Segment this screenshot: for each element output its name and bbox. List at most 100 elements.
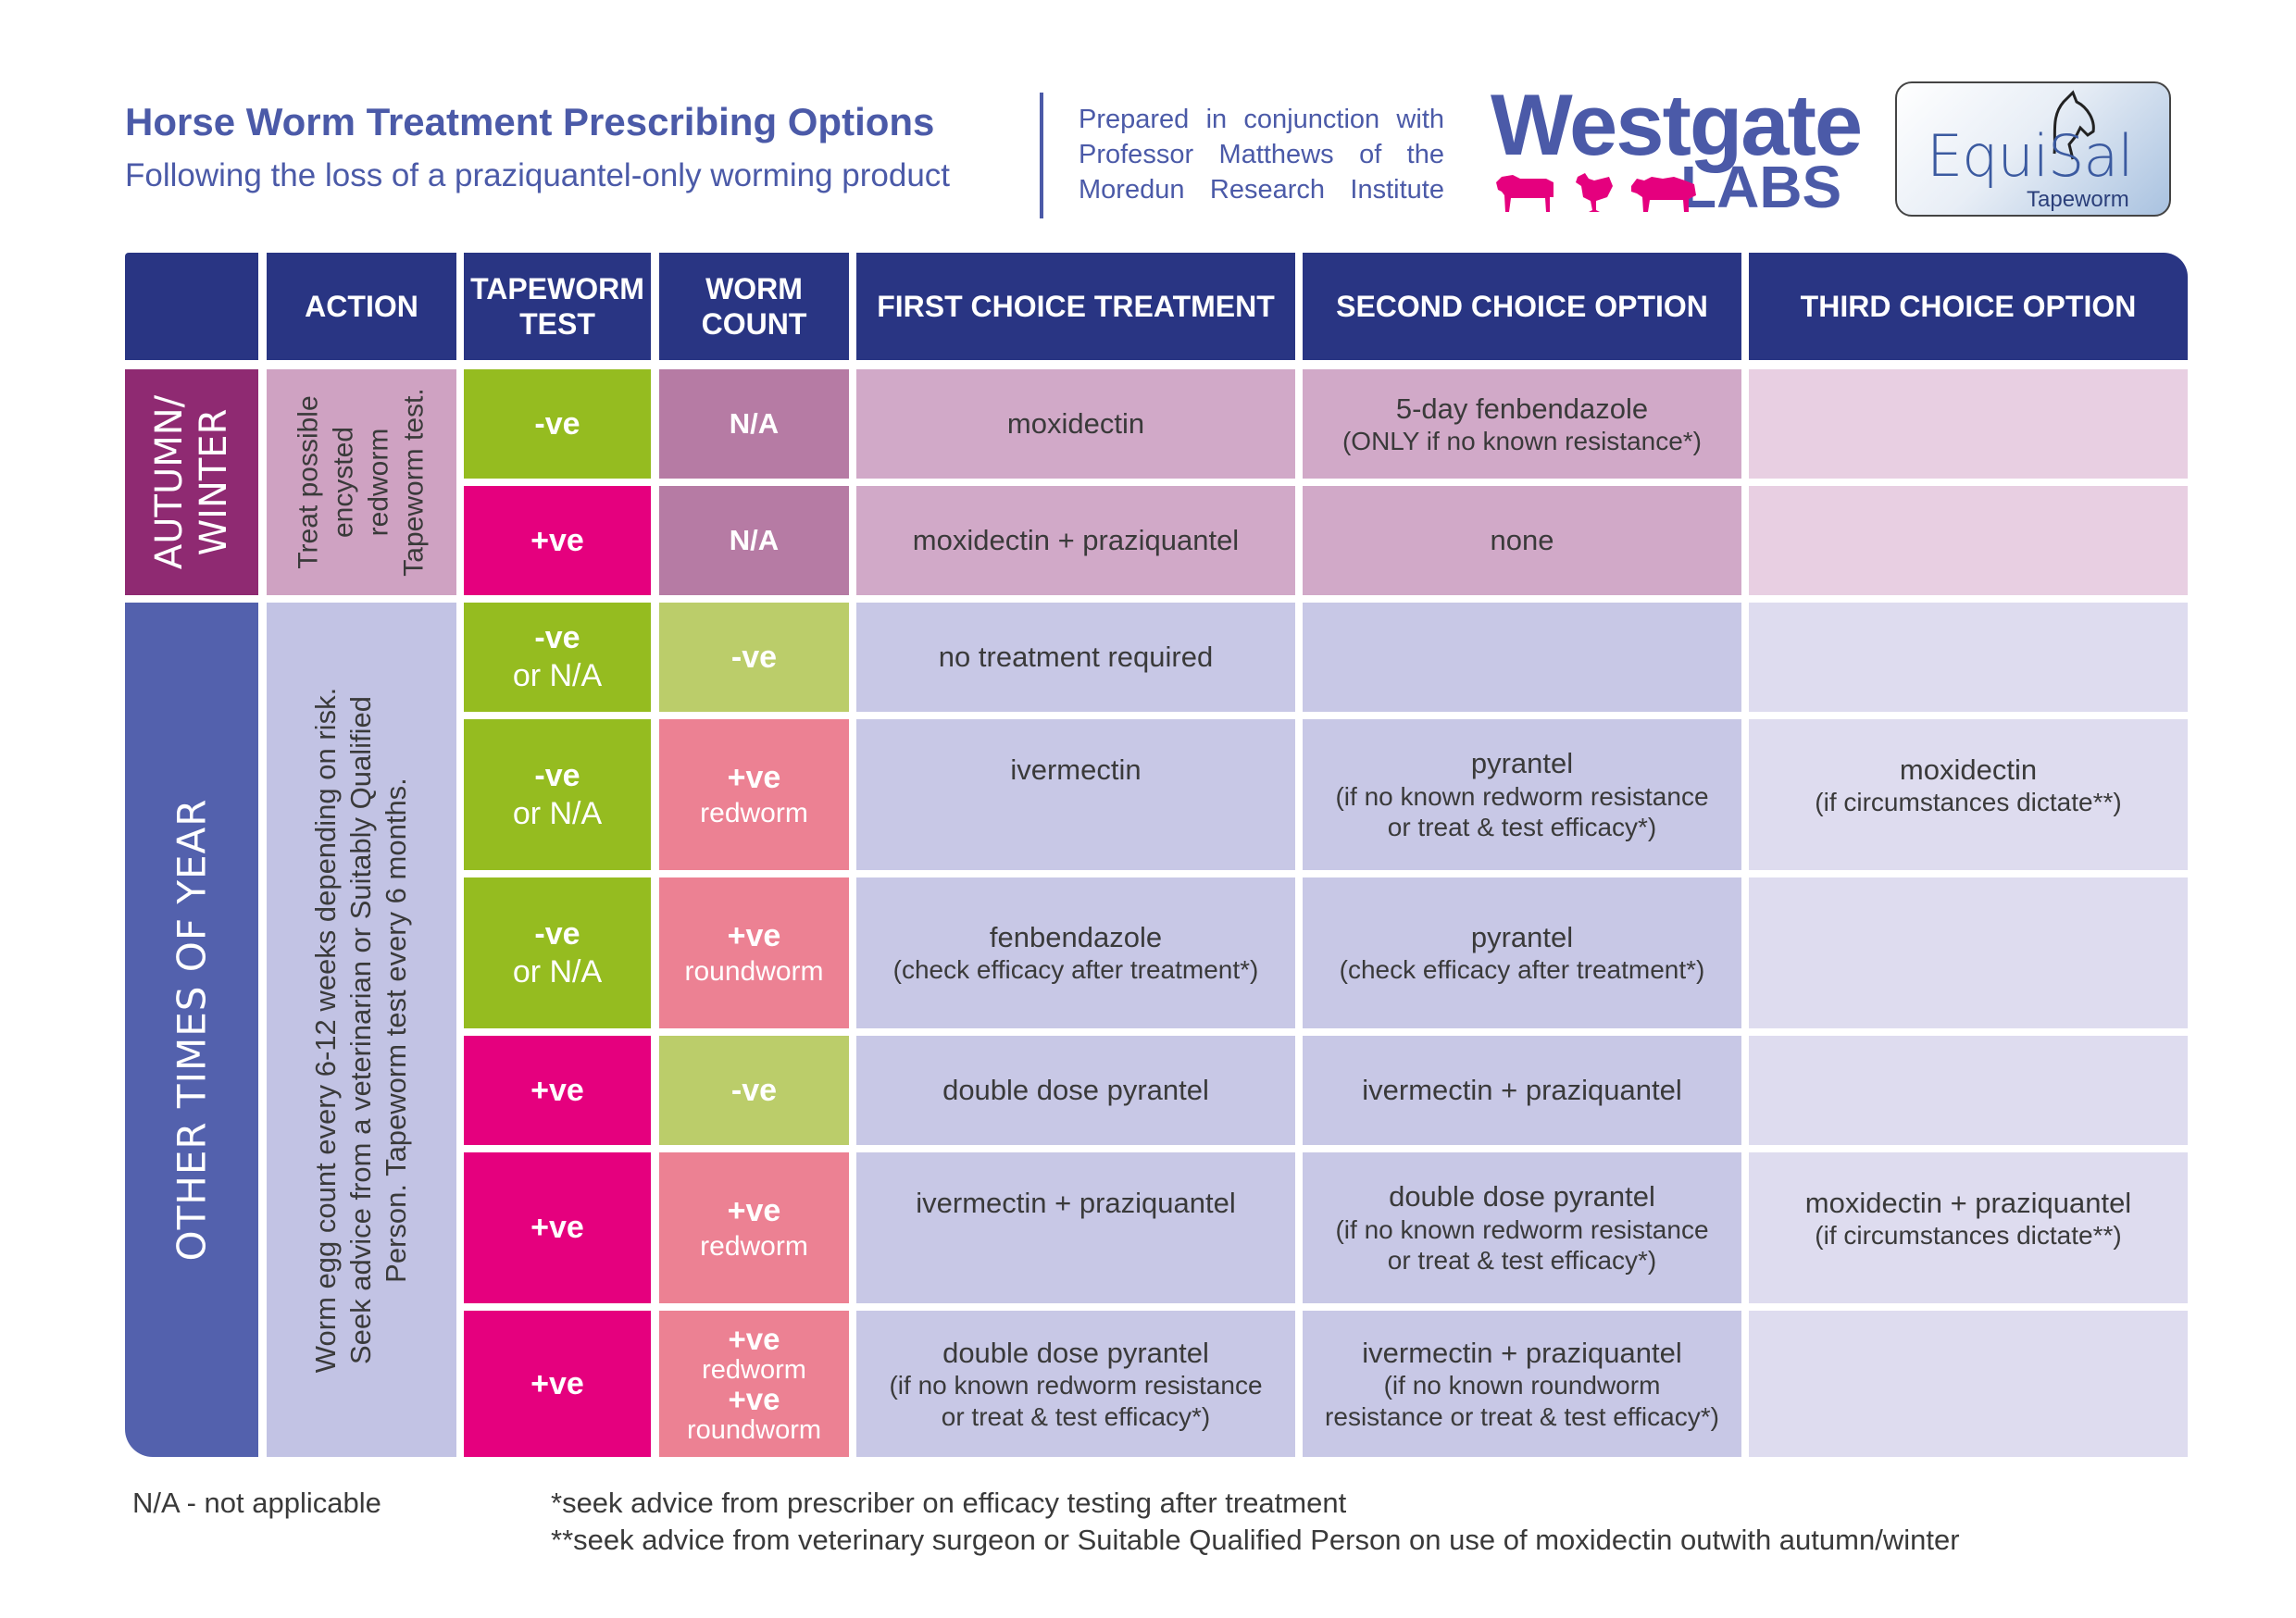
third-choice-cell <box>1749 486 2188 595</box>
page-subtitle: Following the loss of a praziquantel-onl… <box>125 157 951 193</box>
treatment-note-1: (if no known redworm resistance <box>1335 781 1709 811</box>
tapeworm-test-cell: +ve <box>464 1311 651 1457</box>
worm-count-cell: +ve redworm <box>659 719 849 870</box>
second-choice-cell: double dose pyrantel (if no known redwor… <box>1303 1152 1741 1303</box>
season-autumn-line1: AUTUMN/ <box>148 394 192 570</box>
third-choice-cell: moxidectin (if circumstances dictate**) <box>1749 719 2188 870</box>
treatment-name: double dose pyrantel <box>1389 1180 1655 1214</box>
treatment-note-1: (if no known redworm resistance <box>889 1371 1263 1400</box>
worm-count-cell: N/A <box>659 369 849 479</box>
worm-type: roundworm <box>686 1414 822 1445</box>
second-choice-cell: 5-day fenbendazole (ONLY if no known res… <box>1303 369 1741 479</box>
prepared-line-2: Professor Matthews of the <box>1079 140 1444 169</box>
footnote-na: N/A - not applicable <box>132 1487 381 1519</box>
treatment-note: (check efficacy after treatment*) <box>892 955 1259 985</box>
header-first-choice: FIRST CHOICE TREATMENT <box>856 253 1295 360</box>
equisal-logo: EquiSal Tapeworm <box>1895 81 2171 217</box>
treatment-name: 5-day fenbendazole <box>1395 392 1649 425</box>
worm-count-cell: -ve <box>659 603 849 712</box>
treatment-name: pyrantel <box>1470 747 1574 780</box>
worm-count-cell: +ve redworm <box>659 1152 849 1303</box>
worm-type: redworm <box>700 797 808 828</box>
worm-count-cell: +ve redworm +ve roundworm <box>659 1311 849 1457</box>
third-choice-cell <box>1749 369 2188 479</box>
treatment-note-2: or treat & test efficacy*) <box>1387 813 1657 842</box>
treatment-note-2: or treat & test efficacy*) <box>941 1401 1211 1431</box>
farm-animals-icon <box>1496 173 1696 212</box>
action-autumn-line3: redworm <box>363 428 394 537</box>
third-choice-cell <box>1749 877 2188 1028</box>
treatment-name: moxidectin + praziquantel <box>1804 1187 2132 1219</box>
action-autumn: Treat possible encysted redworm Tapeworm… <box>267 369 456 595</box>
header-tapeworm-test: TAPEWORM TEST <box>464 253 651 360</box>
treatment-note: (ONLY if no known resistance*) <box>1341 426 1703 455</box>
treatment-name: pyrantel <box>1470 921 1574 954</box>
tapeworm-test-cell: -ve <box>464 369 651 479</box>
action-autumn-line2: encysted <box>328 426 359 539</box>
westgate-labs-logo: Westgate LABS <box>1491 76 1863 220</box>
tapeworm-alt: or N/A <box>512 795 603 831</box>
worm-type: roundworm <box>684 955 824 987</box>
tapeworm-result: -ve <box>534 915 580 952</box>
second-choice-cell: pyrantel (check efficacy after treatment… <box>1303 877 1741 1028</box>
first-choice-cell: double dose pyrantel <box>856 1036 1295 1145</box>
season-other-label: OTHER TIMES OF YEAR <box>168 798 215 1262</box>
action-autumn-line4: Tapeworm test. <box>398 388 430 577</box>
tapeworm-result: -ve <box>534 620 580 656</box>
treatment-name: moxidectin <box>1899 753 2038 786</box>
equisal-tapeworm: Tapeworm <box>2027 187 2129 212</box>
worm-count-cell: -ve <box>659 1036 849 1145</box>
footnote-star1: *seek advice from prescriber on efficacy… <box>551 1487 1347 1519</box>
prepared-line-3: Moredun Research Institute <box>1079 175 1444 205</box>
second-choice-cell: pyrantel (if no known redworm resistance… <box>1303 719 1741 870</box>
tapeworm-test-cell: -ve or N/A <box>464 603 651 712</box>
first-choice-cell: fenbendazole (check efficacy after treat… <box>856 877 1295 1028</box>
third-choice-cell <box>1749 603 2188 712</box>
horse-head-icon <box>2053 90 2095 160</box>
treatment-note: (if circumstances dictate**) <box>1815 1221 2122 1251</box>
tapeworm-result: -ve <box>534 757 580 793</box>
header-worm-count: WORM COUNT <box>659 253 849 360</box>
westgate-word: Westgate <box>1491 76 1863 173</box>
treatment-note-2: or treat & test efficacy*) <box>1387 1246 1657 1276</box>
prepared-note: Prepared in conjunction with Professor M… <box>1079 102 1444 207</box>
worm-type: redworm <box>702 1354 806 1385</box>
header-divider <box>1040 93 1043 218</box>
treatment-name: ivermectin + praziquantel <box>1362 1336 1682 1369</box>
first-choice-cell: ivermectin <box>856 719 1295 870</box>
prepared-line-1: Prepared in conjunction with <box>1079 105 1444 134</box>
first-choice-cell: double dose pyrantel (if no known redwor… <box>856 1311 1295 1457</box>
treatment-name: fenbendazole <box>989 921 1163 954</box>
tapeworm-alt: or N/A <box>512 953 603 989</box>
header-third-choice: THIRD CHOICE OPTION <box>1749 253 2188 360</box>
treatment-name: double dose pyrantel <box>942 1336 1209 1369</box>
worm-count-result: +ve <box>728 1321 780 1356</box>
second-choice-cell: ivermectin + praziquantel <box>1303 1036 1741 1145</box>
second-choice-cell: none <box>1303 486 1741 595</box>
action-other: Worm egg count every 6-12 weeks dependin… <box>267 603 456 1457</box>
action-other-line2: Seek advice from a veterinarian or Suita… <box>344 695 378 1364</box>
worm-count-result: +ve <box>728 1382 780 1416</box>
first-choice-cell: moxidectin <box>856 369 1295 479</box>
season-autumn-winter: AUTUMN/ WINTER <box>125 369 258 595</box>
action-other-line1: Worm egg count every 6-12 weeks dependin… <box>309 687 343 1373</box>
tapeworm-test-cell: +ve <box>464 1152 651 1303</box>
worm-count-result: +ve <box>727 1193 781 1229</box>
third-choice-cell <box>1749 1036 2188 1145</box>
treatment-note: (if circumstances dictate**) <box>1815 788 2122 817</box>
second-choice-cell <box>1303 603 1741 712</box>
season-other-times: OTHER TIMES OF YEAR <box>125 603 258 1457</box>
action-other-line3: Person. Tapeworm test every 6 months. <box>380 777 413 1283</box>
header-second-choice: SECOND CHOICE OPTION <box>1303 253 1741 360</box>
third-choice-cell: moxidectin + praziquantel (if circumstan… <box>1749 1152 2188 1303</box>
first-choice-cell: no treatment required <box>856 603 1295 712</box>
second-choice-cell: ivermectin + praziquantel (if no known r… <box>1303 1311 1741 1457</box>
treatment-note-1: (if no known redworm resistance <box>1335 1214 1709 1244</box>
worm-count-result: +ve <box>727 760 781 796</box>
footnote-star2: **seek advice from veterinary surgeon or… <box>551 1524 1960 1556</box>
third-choice-cell <box>1749 1311 2188 1457</box>
first-choice-cell: moxidectin + praziquantel <box>856 486 1295 595</box>
first-choice-cell: ivermectin + praziquantel <box>856 1152 1295 1303</box>
worm-count-cell: +ve roundworm <box>659 877 849 1028</box>
worm-count-cell: N/A <box>659 486 849 595</box>
